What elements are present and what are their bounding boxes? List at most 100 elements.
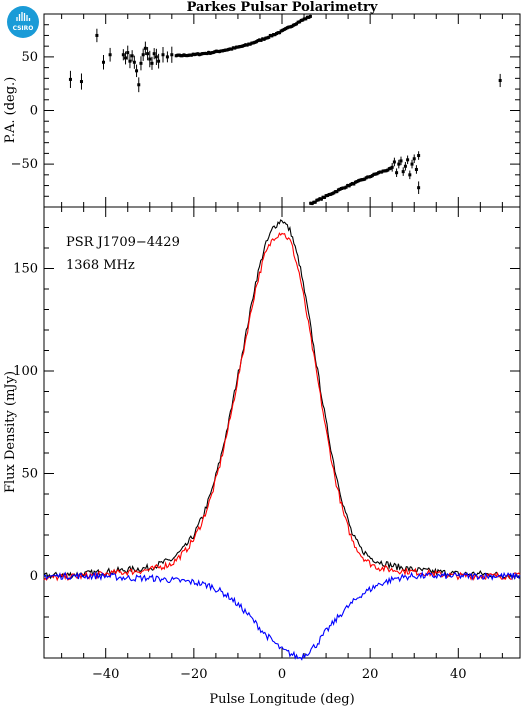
pa-point [386, 168, 390, 172]
pa-point [176, 53, 180, 57]
pa-point [284, 27, 288, 31]
pa-point [323, 195, 327, 199]
pa-point [372, 172, 376, 176]
pa-point [130, 54, 134, 58]
pa-point [384, 169, 388, 173]
pa-point [389, 166, 393, 170]
pa-point [141, 53, 145, 57]
pa-point [196, 52, 200, 56]
pa-point [274, 32, 278, 36]
pa-point [250, 41, 254, 45]
pa-point [253, 40, 257, 44]
pa-point [216, 49, 220, 53]
pa-point [321, 195, 325, 199]
pa-point [282, 27, 286, 31]
pa-point [366, 175, 370, 179]
pa-point [251, 41, 255, 45]
pa-point [262, 37, 266, 41]
pa-point [295, 22, 299, 26]
pa-point [132, 60, 136, 64]
pa-point [290, 24, 294, 28]
pa-point [265, 36, 269, 40]
pa-point [364, 176, 368, 180]
pa-point [352, 182, 356, 186]
profile-panel: Flux Density (mJy) Pulse Longitude (deg)… [3, 206, 521, 707]
pa-point [335, 190, 339, 194]
pa-point [193, 53, 197, 57]
pa-point [327, 193, 331, 197]
pa-point [298, 20, 302, 24]
pa-point [341, 186, 345, 190]
pa-point [412, 157, 416, 161]
pa-panel-frame [43, 13, 521, 208]
pa-point [150, 61, 154, 65]
pa-point [225, 48, 229, 52]
pa-point [350, 182, 354, 186]
pa-point [208, 51, 212, 55]
pa-point [230, 47, 234, 51]
pa-point [310, 202, 314, 206]
pa-point [202, 52, 206, 56]
pa-point [191, 52, 195, 56]
profile-xtick-label: −40 [92, 667, 119, 682]
pa-point [227, 47, 231, 51]
pa-point [213, 50, 217, 54]
profile-xtick-label: 0 [278, 667, 286, 682]
pa-point [315, 198, 319, 202]
pa-point [102, 60, 105, 64]
pa-point [199, 52, 203, 56]
pa-point [128, 59, 132, 63]
profile-panel-frame [43, 206, 521, 659]
pa-point [387, 167, 391, 171]
pa-point [408, 173, 412, 177]
pa-point [248, 42, 252, 46]
pa-point [319, 197, 323, 201]
pa-point [214, 49, 218, 53]
pa-point [380, 170, 384, 174]
pa-point [194, 52, 198, 56]
profile-series-total [43, 219, 521, 580]
pa-point [135, 69, 139, 73]
pa-point [124, 56, 128, 60]
pa-point [139, 61, 143, 65]
pa-point [377, 171, 381, 175]
pa-point [245, 43, 249, 47]
pa-point [236, 45, 240, 49]
pa-point [152, 52, 156, 56]
pa-point [233, 46, 237, 50]
pa-point [301, 18, 305, 22]
pa-point [363, 177, 367, 181]
pa-point [383, 169, 387, 173]
pa-point [406, 158, 410, 162]
pa-point [239, 44, 243, 48]
pa-point [343, 186, 347, 190]
pa-point [219, 49, 223, 53]
pa-point [244, 43, 248, 47]
pa-point [330, 192, 334, 196]
pa-point [287, 25, 291, 29]
frequency-label: 1368 MHz [66, 258, 135, 273]
chart-title: Parkes Pulsar Polarimetry [187, 0, 378, 15]
pa-point [254, 40, 258, 44]
pa-point [228, 47, 232, 51]
pa-point [108, 53, 112, 57]
pa-point [221, 49, 224, 53]
pa-point [200, 52, 204, 56]
pa-point [273, 33, 277, 37]
pa-point [276, 31, 280, 35]
pa-point [309, 201, 313, 205]
pa-point [498, 78, 502, 82]
pa-point [207, 50, 211, 54]
pa-point [332, 191, 336, 195]
pa-point [188, 53, 192, 57]
pa-point [375, 172, 379, 176]
pa-point [302, 17, 306, 21]
pa-ytick-label: 0 [30, 104, 38, 119]
pa-point [308, 14, 312, 18]
pa-point [242, 43, 246, 47]
pa-point [170, 53, 174, 57]
pa-point [237, 45, 241, 49]
pa-point [403, 164, 407, 168]
pa-point [261, 37, 265, 41]
pa-point [299, 18, 303, 22]
